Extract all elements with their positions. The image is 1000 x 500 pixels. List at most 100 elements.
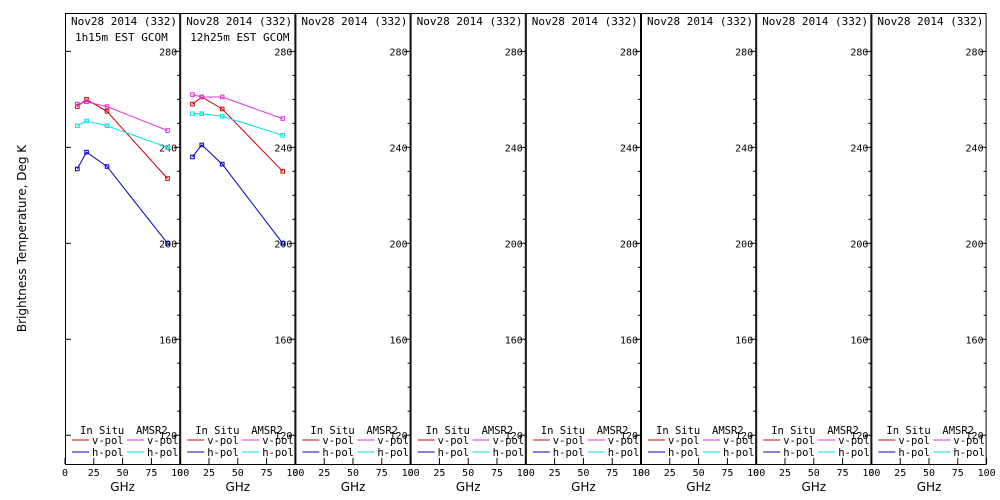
data-point xyxy=(75,104,80,109)
legend-label-insitu-h-pol: h-pol xyxy=(553,447,585,459)
data-point xyxy=(75,166,80,172)
x-tick-label: 50 xyxy=(577,468,589,479)
y-tick-label: 120 xyxy=(159,431,177,442)
x-tick-label: 25 xyxy=(779,468,791,479)
series-line-1 xyxy=(76,151,168,244)
x-axis-label: GHz xyxy=(686,480,711,494)
data-point xyxy=(165,240,170,246)
x-axis-label: GHz xyxy=(801,480,826,494)
y-tick-label: 160 xyxy=(850,335,868,346)
data-point xyxy=(280,169,286,174)
y-tick-label: 160 xyxy=(505,335,523,346)
x-tick-label: 75 xyxy=(261,468,273,479)
legend-header-amsr2: AMSR2 xyxy=(712,425,744,437)
legend-header-amsr2: AMSR2 xyxy=(251,425,283,437)
data-point xyxy=(199,94,205,100)
y-tick-label: 280 xyxy=(620,47,638,58)
x-axis-label: GHz xyxy=(917,480,942,494)
panel-frame xyxy=(65,13,181,465)
data-point xyxy=(190,92,195,97)
panel-3: Nov28 2014 (332) 120 160 200 240 280 0 25 50 75 10… xyxy=(292,13,420,494)
data-point xyxy=(199,142,205,148)
data-point xyxy=(280,133,286,138)
x-tick-label: 0 xyxy=(292,468,298,479)
data-point xyxy=(190,101,195,107)
x-tick-label: 0 xyxy=(868,468,874,479)
legend-label-insitu-v-pol: v-pol xyxy=(438,435,470,447)
data-point xyxy=(190,111,195,117)
x-tick-label: 100 xyxy=(402,468,420,479)
panel-frame xyxy=(525,13,641,465)
series-line-3 xyxy=(77,120,168,148)
y-tick-label: 160 xyxy=(274,335,292,346)
legend-label-amsr2-v-pol: v-pol xyxy=(723,435,755,447)
legend-label-insitu-h-pol: h-pol xyxy=(438,447,470,459)
y-tick-label: 240 xyxy=(505,143,523,154)
legend-label-insitu-v-pol: v-pol xyxy=(92,435,124,447)
legend-label-insitu-h-pol: h-pol xyxy=(668,447,700,459)
legend-header-insitu: In Situ xyxy=(80,425,124,437)
y-tick-label: 200 xyxy=(966,239,984,250)
y-tick-label: 200 xyxy=(735,239,753,250)
y-tick-label: 160 xyxy=(966,335,984,346)
legend-header-amsr2: AMSR2 xyxy=(136,425,168,437)
data-point xyxy=(84,99,89,105)
x-tick-label: 0 xyxy=(408,468,414,479)
data-point xyxy=(219,113,225,119)
panel-title: Nov28 2014 (332) xyxy=(762,15,868,28)
panel-frame xyxy=(756,13,872,465)
x-tick-label: 100 xyxy=(171,468,189,479)
y-tick-label: 280 xyxy=(850,47,868,58)
y-tick-label: 120 xyxy=(274,431,292,442)
x-tick-label: 100 xyxy=(978,468,996,479)
y-tick-label: 280 xyxy=(505,47,523,58)
data-point xyxy=(104,123,110,129)
legend-header-insitu: In Situ xyxy=(541,425,585,437)
legend-label-insitu-v-pol: v-pol xyxy=(898,435,930,447)
data-point xyxy=(75,101,80,107)
panel-1: Nov28 2014 (332)1h15m EST GCOM1201602002… xyxy=(62,13,189,494)
panel-7: Nov28 2014 (332) 120 160 200 240 280 0 25 50 75 10… xyxy=(753,13,880,494)
x-tick-label: 25 xyxy=(664,468,676,479)
x-tick-label: 25 xyxy=(203,468,215,479)
data-point xyxy=(219,94,225,100)
x-tick-label: 0 xyxy=(638,468,644,479)
y-tick-label: 120 xyxy=(966,431,984,442)
panel-frame xyxy=(871,13,987,465)
data-point xyxy=(84,118,89,124)
legend-header-amsr2: AMSR2 xyxy=(827,425,859,437)
panel-frame xyxy=(410,13,526,465)
x-axis-label: GHz xyxy=(225,480,250,494)
legend-header-insitu: In Situ xyxy=(886,425,930,437)
x-tick-label: 75 xyxy=(837,468,849,479)
x-tick-label: 75 xyxy=(721,468,733,479)
legend-label-insitu-v-pol: v-pol xyxy=(322,435,354,447)
x-axis-label: GHz xyxy=(341,480,366,494)
y-axis-label: Brightness Temperature, Deg K xyxy=(15,144,29,332)
data-point xyxy=(165,176,170,181)
legend-label-amsr2-h-pol: h-pol xyxy=(493,447,525,459)
legend-label-amsr2-v-pol: v-pol xyxy=(147,435,179,447)
legend-label-insitu-h-pol: h-pol xyxy=(207,447,239,459)
x-tick-label: 0 xyxy=(753,468,759,479)
data-point xyxy=(84,97,89,102)
panel-frame xyxy=(180,13,296,465)
data-point xyxy=(219,161,225,167)
x-tick-label: 50 xyxy=(232,468,244,479)
x-tick-label: 0 xyxy=(62,468,68,479)
panel-8: Nov28 2014 (332) 120 160 200 240 280 0 25 50 75 10… xyxy=(868,13,996,494)
legend-header-insitu: In Situ xyxy=(195,425,239,437)
data-point xyxy=(84,149,89,155)
legend-label-amsr2-h-pol: h-pol xyxy=(262,447,294,459)
y-tick-label: 200 xyxy=(620,239,638,250)
y-tick-label: 200 xyxy=(850,239,868,250)
data-point xyxy=(219,106,225,112)
legend-label-amsr2-v-pol: v-pol xyxy=(262,435,294,447)
x-tick-label: 100 xyxy=(517,468,535,479)
x-axis-label: GHz xyxy=(456,480,481,494)
x-tick-label: 25 xyxy=(318,468,330,479)
legend-label-insitu-v-pol: v-pol xyxy=(783,435,815,447)
